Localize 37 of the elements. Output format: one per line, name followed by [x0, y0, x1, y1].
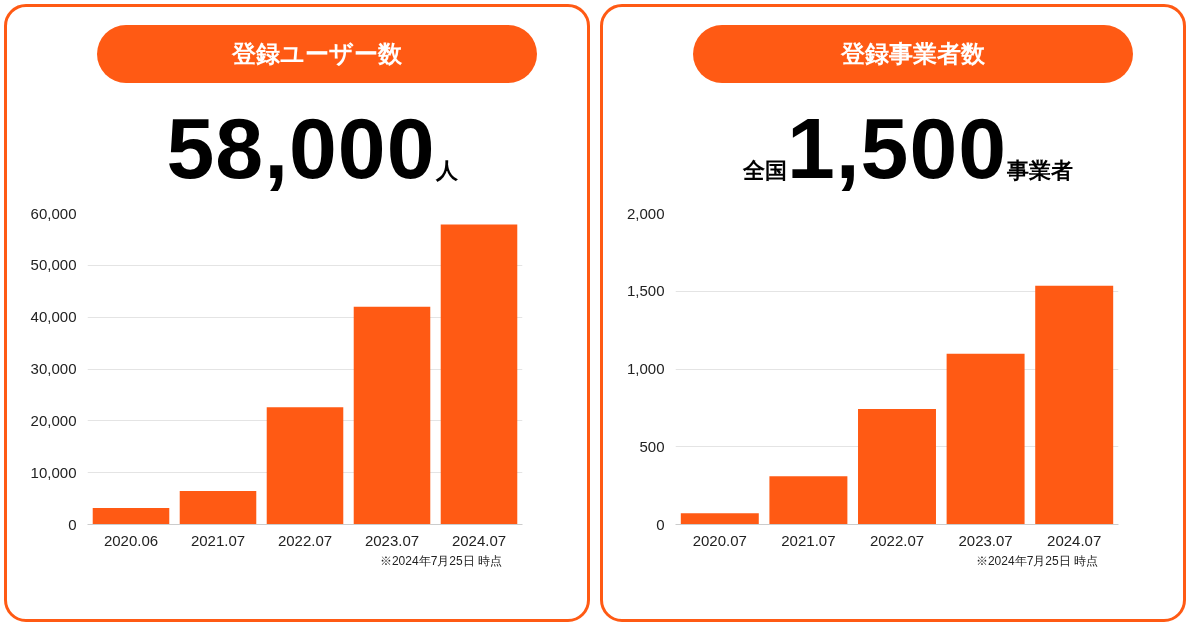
bar [179, 491, 257, 525]
x-tick-label: 2024.07 [451, 531, 507, 549]
y-tick-label: 30,000 [30, 360, 77, 377]
y-tick-label: 10,000 [30, 463, 77, 481]
text: ※2024年7月25日 時点 [379, 553, 502, 570]
y-tick-label: 0 [656, 515, 665, 533]
x-tick-label: 2024.07 [1047, 531, 1102, 549]
bar [858, 408, 936, 525]
y-tick-label: 60,000 [30, 204, 77, 222]
x-tick-label: 2022.07 [869, 531, 925, 549]
chart-title: 登録ユーザー数 [232, 39, 402, 69]
x-tick-label: 2021.07 [190, 531, 246, 549]
bar [440, 224, 518, 525]
bar [1035, 285, 1114, 525]
y-tick-label: 20,000 [30, 411, 77, 429]
y-tick-label: 0 [68, 515, 77, 533]
x-tick-label: 2020.07 [692, 531, 747, 549]
y-tick-label: 1,000 [626, 360, 665, 377]
bar [680, 513, 759, 525]
y-tick-label: 500 [639, 437, 665, 455]
y-tick-label: 40,000 [30, 308, 77, 326]
bar [266, 407, 344, 525]
x-tick-label: 2021.07 [781, 531, 836, 549]
bar [353, 306, 431, 525]
text: 58,000人 [166, 100, 458, 196]
y-tick-label: 2,000 [626, 204, 665, 222]
x-tick-label: 2020.06 [103, 531, 159, 549]
x-tick-label: 2023.07 [958, 531, 1013, 549]
bar [769, 476, 848, 525]
x-tick-label: 2023.07 [364, 531, 420, 549]
text: ※2024年7月25日 時点 [975, 553, 1098, 570]
chart-title: 登録事業者数 [841, 39, 985, 69]
x-tick-label: 2022.07 [277, 531, 333, 549]
y-tick-label: 1,500 [626, 282, 665, 300]
bar [92, 507, 170, 525]
bar [946, 353, 1025, 525]
y-tick-label: 50,000 [30, 256, 77, 274]
